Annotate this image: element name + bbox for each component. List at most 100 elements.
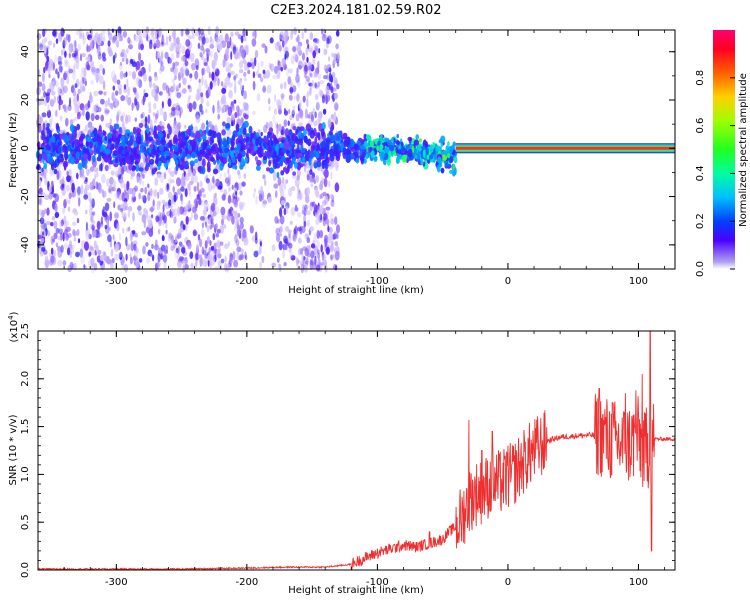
spectrogram-cell (299, 100, 303, 110)
spectrogram-cell (102, 35, 106, 43)
spectrogram-cell (245, 136, 250, 143)
spectrogram-cell (136, 101, 140, 111)
spectrogram-cell (229, 36, 232, 46)
spectrogram-cell (263, 124, 268, 133)
spectrogram-cell (71, 134, 75, 141)
spectrogram-cell (163, 249, 169, 255)
spectrogram-cell (231, 121, 234, 127)
spectrogram-cell (297, 186, 300, 196)
spectrogram-cell (134, 160, 139, 165)
spectrogram-cell (292, 46, 297, 53)
spectrogram-cell (447, 141, 450, 147)
spectrogram-cell (115, 40, 120, 48)
spectrogram-cell (102, 189, 105, 198)
spectrogram-cell (289, 86, 294, 94)
spectrogram-cell (68, 47, 72, 53)
spectrogram-cell (116, 191, 120, 196)
spectrogram-cell (239, 60, 244, 69)
spectrogram-cell (170, 234, 174, 244)
spectrogram-cell (243, 90, 248, 100)
spectrogram-cell (121, 211, 124, 219)
spectrogram-cell (195, 115, 201, 124)
spectrogram-cell (280, 93, 285, 99)
spectrogram-cell (233, 198, 238, 208)
spectrogram-cell (51, 142, 55, 147)
spectrogram-cell (140, 43, 145, 51)
spectrogram-cell (267, 97, 271, 105)
spectrogram-cell (317, 249, 320, 255)
spectrogram-cell (71, 182, 75, 193)
spectrogram-cell (105, 123, 109, 128)
spectrogram-cell (147, 183, 150, 188)
snr-frame (37, 330, 676, 571)
spectrogram-cell (234, 111, 238, 119)
spectrogram-cell (98, 125, 102, 133)
spectrogram-cell (134, 250, 139, 258)
spectrogram-cell (386, 157, 391, 166)
spectrogram-cell (232, 251, 236, 261)
spectrogram-cell (98, 75, 104, 85)
spectrogram-cell (272, 161, 278, 170)
spectrogram-cell (244, 44, 249, 51)
spectrogram-cell (251, 38, 257, 47)
spectrogram-cell (100, 98, 105, 105)
spectrogram-cell (429, 154, 434, 160)
spectrogram-cell (99, 254, 105, 262)
spectrogram-cell (242, 228, 247, 239)
spectrogram-cell (335, 155, 341, 162)
spectrogram-cell (202, 142, 208, 150)
spectrogram-cell (280, 129, 284, 136)
spectrogram-cell (359, 144, 365, 150)
spectrogram-cell (238, 247, 242, 252)
spectrogram-cell (162, 37, 165, 43)
spectrogram-cell (147, 186, 151, 193)
spectrogram-cell (108, 185, 113, 195)
spectrogram-cell (319, 213, 323, 221)
spectrogram-cell (256, 159, 262, 166)
spectrogram-cell (241, 248, 244, 254)
spectrogram-cell (297, 34, 300, 44)
spectrogram-cell (37, 33, 42, 40)
spectrogram-cell (201, 222, 204, 229)
spectrogram-cell (55, 123, 60, 131)
spectrogram-cell (190, 211, 194, 219)
spectrogram-cell (203, 62, 208, 67)
spectrogram-cell (111, 257, 115, 264)
spectrogram-cell (44, 99, 47, 107)
spectrogram-cell (282, 249, 286, 259)
spectrogram-cell (118, 126, 123, 136)
spectrogram-cell (224, 33, 229, 43)
spectrogram-cell (164, 51, 169, 60)
spectrogram-cell (185, 39, 191, 47)
spectrogram-cell (189, 251, 194, 259)
spectrogram-cell (330, 160, 335, 168)
spectrogram-cell (180, 131, 186, 139)
spectrogram-cell (202, 48, 205, 55)
spectrogram-cell (230, 140, 235, 147)
spectrogram-cell (127, 86, 131, 96)
spectrogram-cell (92, 105, 97, 115)
spectrogram-cell (187, 96, 190, 106)
spectrogram-cell (359, 150, 363, 156)
spectrogram-cell (72, 118, 75, 124)
spectrogram-cell (323, 48, 328, 56)
spectrogram-cell (227, 64, 231, 74)
spectrogram-cell (52, 145, 58, 151)
spectrogram-cell (157, 160, 162, 167)
spectrogram-cell (315, 264, 321, 272)
spectrogram-cell (243, 172, 247, 180)
spectrogram-cell (249, 225, 254, 234)
spectrogram-cell (188, 94, 192, 100)
spectrogram-cell (147, 136, 154, 141)
spectrogram-cell (196, 243, 199, 251)
spectrogram-cell (217, 77, 220, 87)
spectrogram-cell (180, 177, 186, 188)
spectrogram-cell (206, 161, 211, 170)
spectrogram-cell (150, 188, 153, 197)
spectrogram-cell (266, 167, 270, 172)
spectrogram-cell (288, 248, 292, 253)
spectrogram-cell (268, 159, 271, 167)
spectrogram-cell (46, 123, 50, 128)
spectrogram-cell (251, 235, 256, 243)
